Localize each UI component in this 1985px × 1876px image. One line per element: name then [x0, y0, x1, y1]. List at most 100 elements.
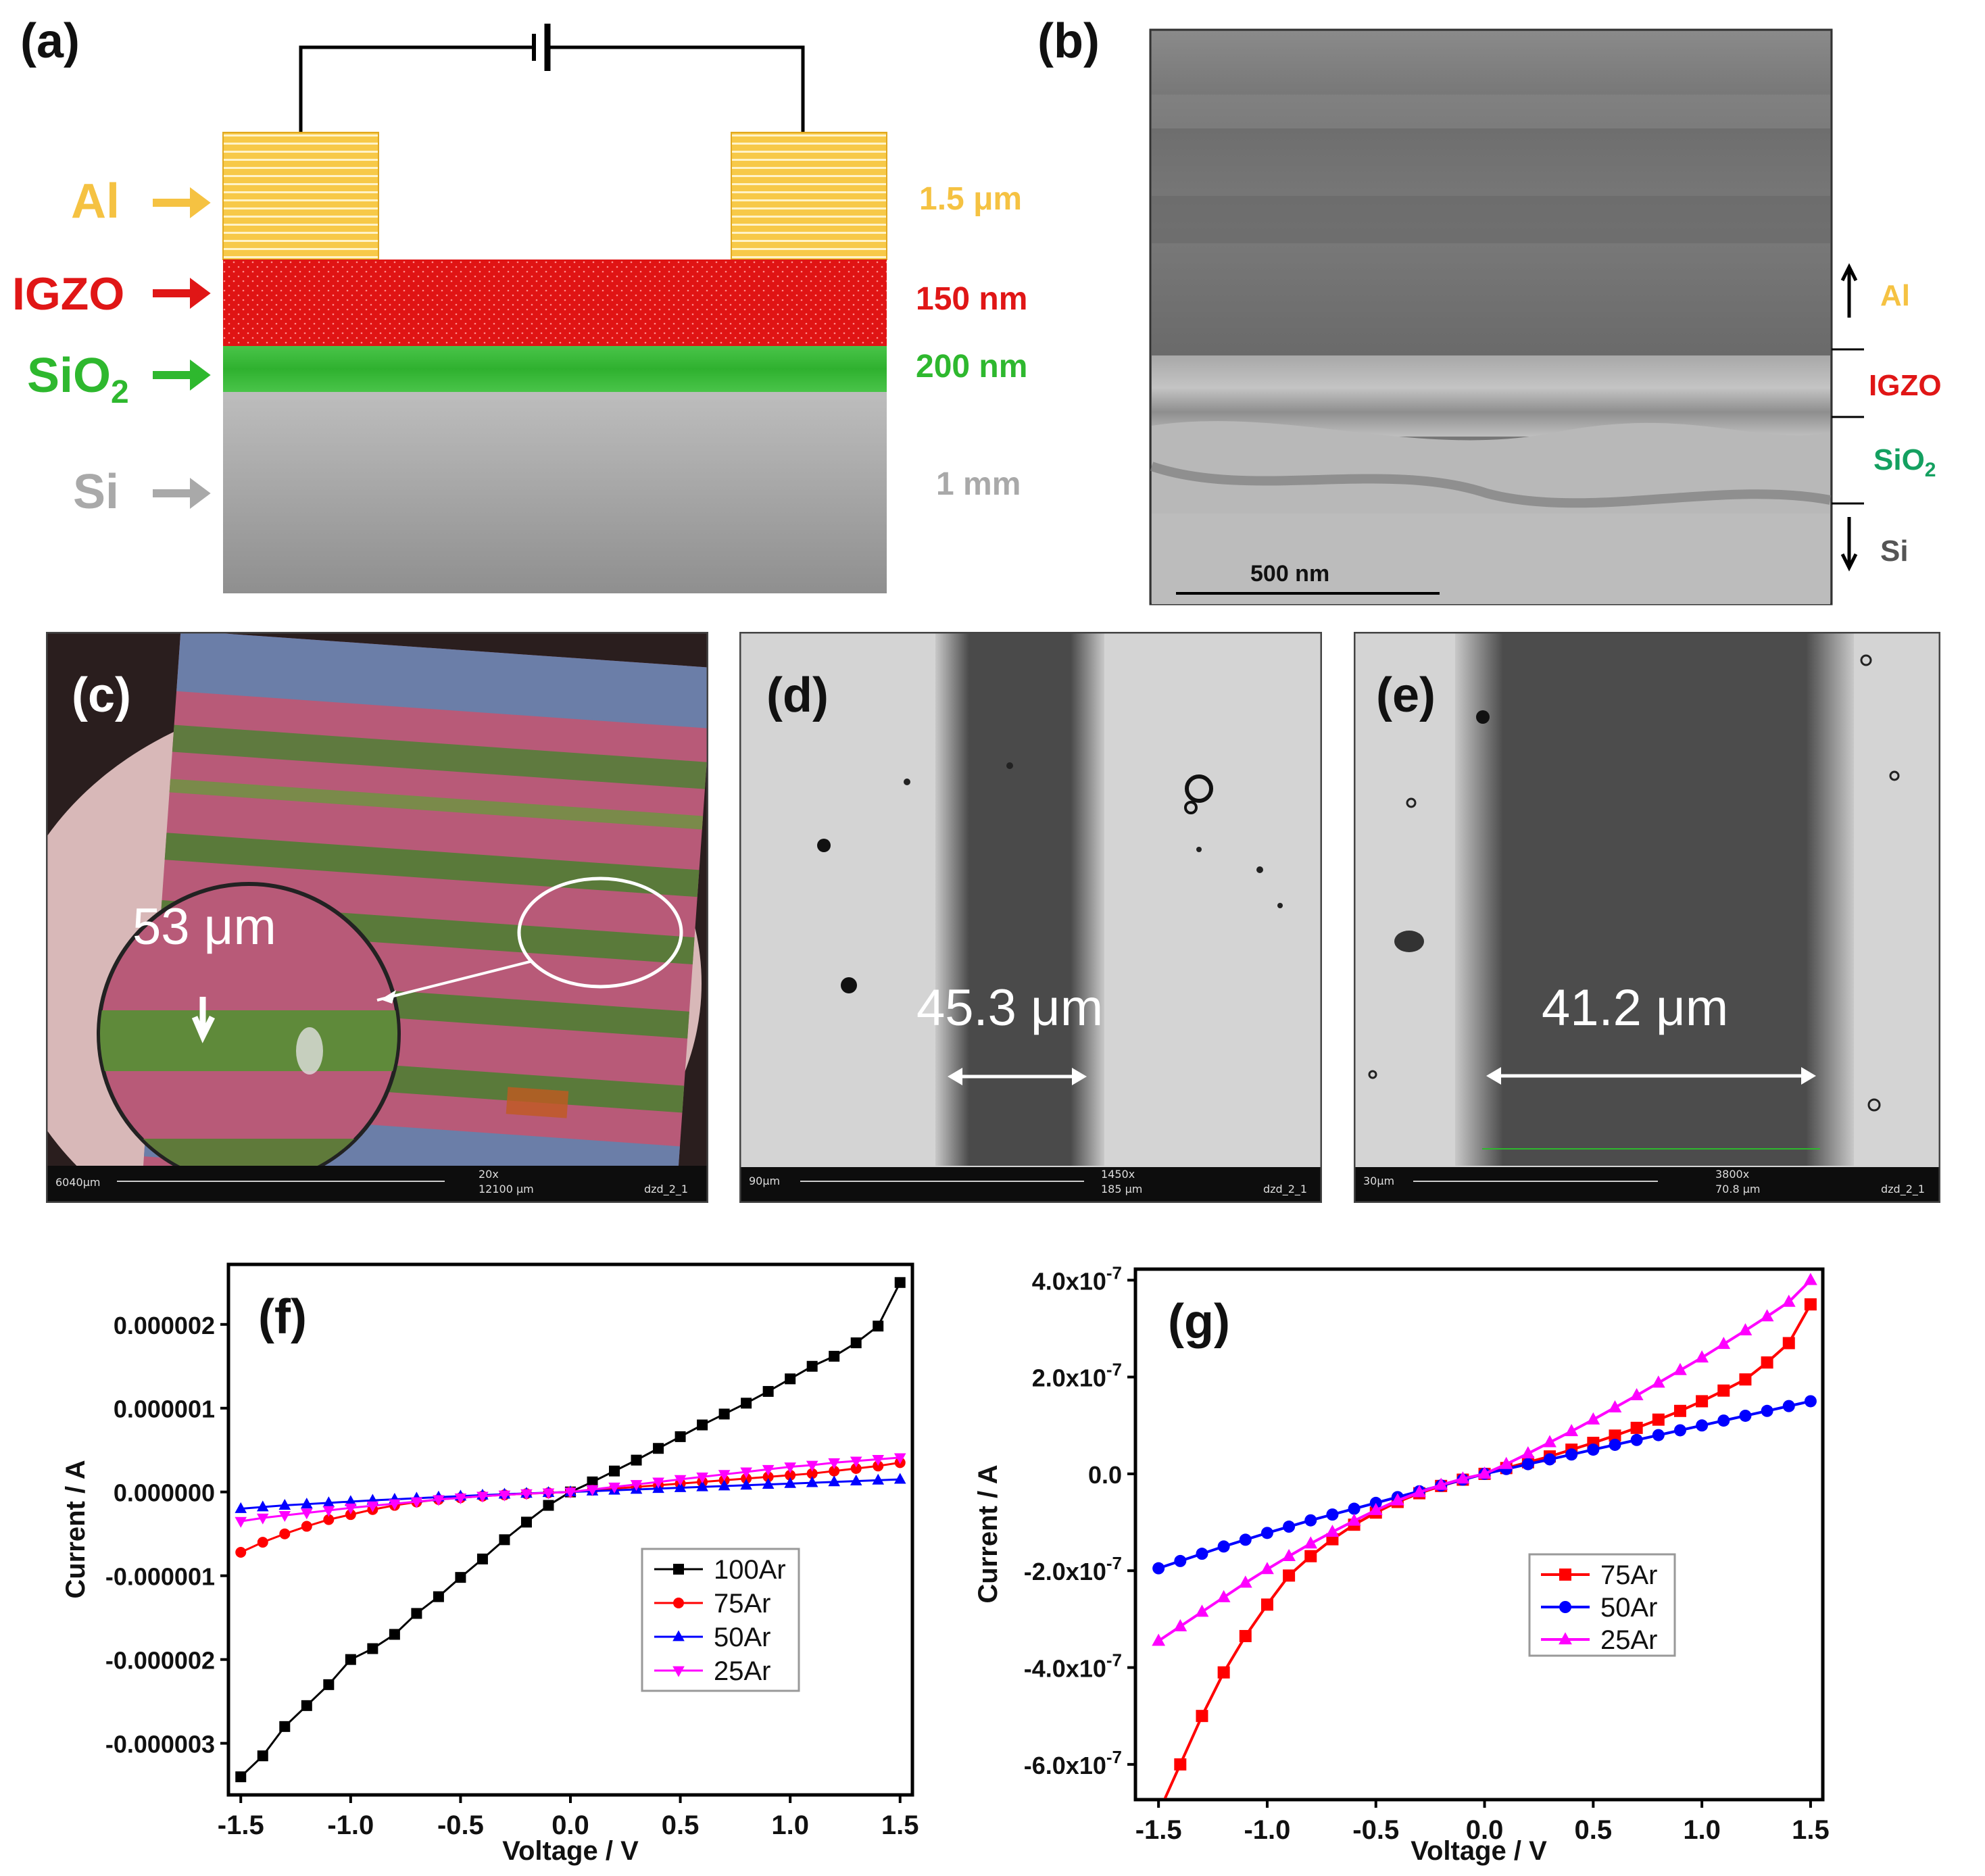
- g-x-label: Voltage / V: [1411, 1836, 1547, 1866]
- data-point-25Ar: [630, 1480, 643, 1491]
- f-panel-label: (f): [258, 1290, 307, 1344]
- data-point-25Ar: [256, 1513, 269, 1525]
- data-point-100Ar: [829, 1350, 840, 1362]
- f-y-label: Current / A: [61, 1460, 91, 1598]
- data-point-25Ar: [1477, 1466, 1492, 1479]
- data-point-75Ar: [323, 1514, 335, 1525]
- data-point-25Ar: [1369, 1502, 1383, 1515]
- al-electrode-right: [731, 132, 887, 260]
- sem-si-region: [1152, 514, 1830, 604]
- data-point-100Ar: [850, 1337, 862, 1349]
- legend-label-50Ar: 50Ar: [1600, 1593, 1658, 1623]
- f-legend: [641, 1548, 800, 1692]
- data-point-25Ar: [1804, 1273, 1817, 1285]
- data-point-25Ar: [1173, 1619, 1187, 1631]
- sem-top-e: 30μm 3800x 70.8 μm dzd_2_1 (e) 41.2 μm: [1354, 632, 1940, 1203]
- c-field-text: 12100 μm: [479, 1183, 534, 1195]
- igzo-layer: [223, 260, 887, 346]
- x-tick-label: 0.5: [662, 1810, 700, 1840]
- data-point-25Ar: [498, 1490, 511, 1502]
- data-point-25Ar: [872, 1454, 885, 1466]
- data-point-25Ar: [674, 1475, 687, 1486]
- data-point-25Ar: [1565, 1424, 1579, 1437]
- data-point-25Ar: [1391, 1493, 1404, 1506]
- data-point-100Ar: [543, 1500, 554, 1511]
- d-measurement: 45.3 μm: [916, 979, 1103, 1037]
- data-point-100Ar: [587, 1476, 598, 1487]
- data-point-100Ar: [653, 1443, 664, 1454]
- data-point-25Ar: [1238, 1575, 1252, 1588]
- x-tick-label: 1.5: [881, 1810, 919, 1840]
- data-point-25Ar: [1217, 1589, 1231, 1602]
- panel-c-label: (c): [72, 668, 131, 722]
- data-point-50Ar: [1782, 1400, 1795, 1412]
- e-status-bar: [1354, 1167, 1940, 1203]
- x-tick-label: 1.0: [771, 1810, 809, 1840]
- data-point-50Ar: [1565, 1448, 1578, 1461]
- sem-label-si: Si: [1880, 535, 1909, 568]
- data-point-50Ar: [1673, 1424, 1686, 1437]
- sio2-arrow: [153, 360, 211, 391]
- e-measurement: 41.2 μm: [1542, 979, 1728, 1037]
- data-point-50Ar: [1739, 1409, 1752, 1422]
- f-axes: -1.5 -1.0 -0.5 0.0 0.5 1.0 1.5 0.000002 0.000001…: [105, 1312, 919, 1840]
- data-point-100Ar: [257, 1750, 268, 1762]
- data-point-75Ar: [1196, 1710, 1208, 1723]
- data-point-25Ar: [740, 1467, 752, 1479]
- x-tick-label: -0.5: [1352, 1815, 1399, 1845]
- x-tick-label: 1.0: [1683, 1815, 1721, 1845]
- d-file-text: dzd_2_1: [1263, 1183, 1307, 1196]
- data-point-75Ar: [1304, 1550, 1317, 1562]
- data-point-75Ar: [1804, 1298, 1817, 1311]
- d-status-bar: [739, 1167, 1322, 1203]
- data-point-100Ar: [433, 1591, 444, 1602]
- y-tick-label: 4.0x10-7: [1032, 1262, 1122, 1295]
- data-point-100Ar: [455, 1572, 466, 1583]
- arrow-down-icon: [1840, 517, 1858, 572]
- x-tick-label: 0.0: [552, 1810, 589, 1840]
- sem-top-d: 90μm 1450x 185 μm dzd_2_1 (d) 45.3 μm: [739, 632, 1322, 1203]
- iv-chart-g: (g) -1.5 -1.0 -0.5 0.0 0.5 1.0 1.5 4.0x10-7 2.0x…: [973, 1262, 1830, 1866]
- data-point-25Ar: [1651, 1375, 1665, 1388]
- d-scale-text: 90μm: [749, 1175, 780, 1187]
- y-tick-label: 0.0: [1088, 1461, 1122, 1489]
- y-tick-label: 0.000002: [114, 1312, 215, 1339]
- data-point-100Ar: [301, 1700, 312, 1711]
- sem-label-igzo: IGZO: [1869, 369, 1942, 402]
- data-point-25Ar: [1608, 1400, 1622, 1412]
- x-tick-label: -1.0: [327, 1810, 374, 1840]
- data-point-25Ar: [345, 1503, 357, 1514]
- data-point-25Ar: [301, 1508, 313, 1520]
- data-point-25Ar: [718, 1470, 731, 1481]
- data-point-25Ar: [1499, 1456, 1513, 1469]
- data-point-50Ar: [1348, 1502, 1361, 1515]
- data-point-50Ar: [1283, 1521, 1296, 1533]
- f-x-label: Voltage / V: [502, 1836, 639, 1866]
- data-point-50Ar: [1804, 1395, 1817, 1408]
- y-tick-label: 2.0x10-7: [1032, 1360, 1122, 1392]
- data-point-50Ar: [1717, 1414, 1730, 1427]
- data-point-25Ar: [1260, 1562, 1274, 1575]
- data-point-50Ar: [893, 1473, 906, 1484]
- g-axes: -1.5 -1.0 -0.5 0.0 0.5 1.0 1.5 4.0x10-7 2.0x10-7…: [1024, 1262, 1830, 1845]
- data-point-75Ar: [1609, 1429, 1621, 1442]
- g-plot-frame: [1133, 1267, 1825, 1802]
- data-point-75Ar: [1739, 1373, 1752, 1386]
- circuit-wire-right: [547, 45, 805, 132]
- sem-sio2-region: [1152, 421, 1830, 514]
- data-point-100Ar: [345, 1654, 356, 1665]
- data-point-25Ar: [278, 1511, 291, 1523]
- data-point-25Ar: [410, 1497, 423, 1508]
- al-arrow: [153, 187, 211, 218]
- sem-label-al: Al: [1880, 279, 1910, 312]
- data-point-25Ar: [762, 1464, 775, 1476]
- e-scale-text: 30μm: [1363, 1175, 1394, 1187]
- x-tick-label: -1.0: [1244, 1815, 1290, 1845]
- data-point-50Ar: [696, 1480, 708, 1491]
- data-point-100Ar: [806, 1360, 818, 1372]
- data-point-75Ar: [1782, 1337, 1795, 1350]
- data-point-100Ar: [741, 1398, 752, 1409]
- data-point-50Ar: [740, 1479, 752, 1490]
- data-point-25Ar: [454, 1493, 467, 1504]
- y-tick-label: 0.000000: [114, 1479, 215, 1507]
